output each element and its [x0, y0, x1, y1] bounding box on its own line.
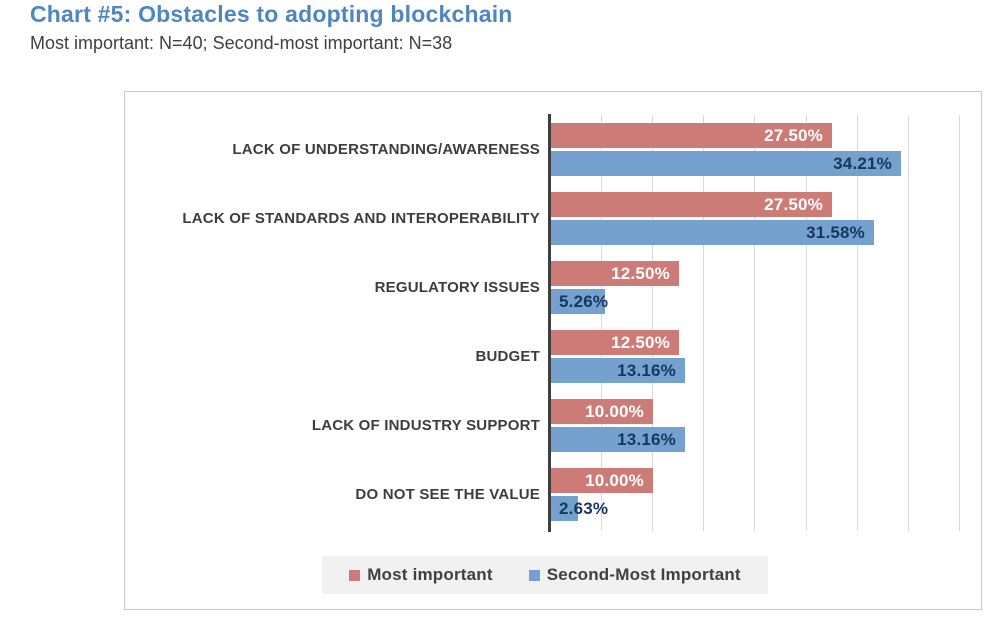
- gridline-40pct: [959, 115, 960, 531]
- gridline-20pct: [754, 115, 755, 531]
- legend-swatch-most-important: [349, 569, 361, 581]
- bar-second-most-important: 13.16%: [551, 358, 685, 383]
- chart-title: Chart #5: Obstacles to adopting blockcha…: [30, 1, 513, 27]
- bar-value-label: 10.00%: [585, 402, 644, 421]
- bar-value-label: 10.00%: [585, 471, 644, 490]
- category-axis-line: [548, 114, 551, 532]
- bar-most-important: 27.50%: [551, 192, 832, 217]
- bar-value-label: 12.50%: [611, 264, 670, 283]
- gridline-5pct: [601, 115, 602, 531]
- bar-value-label: 34.21%: [833, 154, 892, 173]
- bar-value-label: 27.50%: [764, 126, 823, 145]
- category-label: LACK OF STANDARDS AND INTEROPERABILITY: [182, 209, 540, 227]
- gridline-10pct: [652, 115, 653, 531]
- bar-value-label: 27.50%: [764, 195, 823, 214]
- bar-value-label: 12.50%: [611, 333, 670, 352]
- chart-frame: LACK OF UNDERSTANDING/AWARENESS 27.50% 34.…: [124, 91, 982, 610]
- bar-most-important: 27.50%: [551, 123, 832, 148]
- category-label: DO NOT SEE THE VALUE: [355, 485, 540, 503]
- gridline-25pct: [806, 115, 807, 531]
- chart-subtitle: Most important: N=40; Second-most import…: [30, 33, 453, 53]
- legend-item-second-most-important: Second-Most Important: [528, 565, 741, 585]
- plot-area: LACK OF UNDERSTANDING/AWARENESS 27.50% 34.…: [125, 92, 981, 609]
- category-label: REGULATORY ISSUES: [374, 278, 540, 296]
- category-label: LACK OF UNDERSTANDING/AWARENESS: [232, 140, 540, 158]
- bar-most-important: 10.00%: [551, 399, 653, 424]
- bar-value-label: 13.16%: [617, 361, 676, 380]
- category-label: BUDGET: [475, 347, 540, 365]
- legend-label-most-important: Most important: [367, 565, 493, 584]
- legend-item-most-important: Most important: [349, 565, 493, 585]
- legend-swatch-second-most-important: [528, 569, 540, 581]
- bar-most-important: 12.50%: [551, 330, 679, 355]
- bar-second-most-important: 2.63%: [551, 496, 608, 521]
- bar-second-most-important: 5.26%: [551, 289, 609, 314]
- bar-value-label: 5.26%: [559, 292, 609, 311]
- bar-most-important: 12.50%: [551, 261, 679, 286]
- bar-most-important: 10.00%: [551, 468, 653, 493]
- legend-label-second-most-important: Second-Most Important: [546, 565, 741, 584]
- gridline-35pct: [908, 115, 909, 531]
- bar-value-label: 31.58%: [806, 223, 865, 242]
- bar-second-most-important: 13.16%: [551, 427, 685, 452]
- bar-second-most-important: 34.21%: [551, 151, 901, 176]
- gridline-15pct: [703, 115, 704, 531]
- bar-second-most-important: 31.58%: [551, 220, 874, 245]
- chart-legend: Most important Second-Most Important: [322, 556, 768, 594]
- bar-value-label: 2.63%: [559, 499, 609, 518]
- bar-value-label: 13.16%: [617, 430, 676, 449]
- gridline-30pct: [857, 115, 858, 531]
- category-label: LACK OF INDUSTRY SUPPORT: [311, 416, 540, 434]
